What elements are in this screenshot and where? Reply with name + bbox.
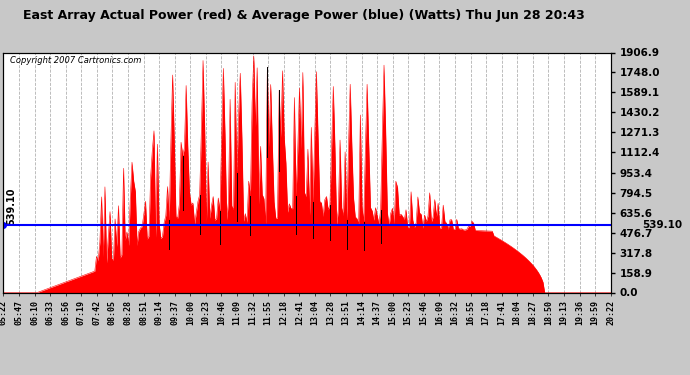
Text: East Array Actual Power (red) & Average Power (blue) (Watts) Thu Jun 28 20:43: East Array Actual Power (red) & Average … [23, 9, 584, 22]
Text: Copyright 2007 Cartronics.com: Copyright 2007 Cartronics.com [10, 56, 141, 65]
Text: 539.10: 539.10 [6, 187, 17, 225]
Text: 539.10: 539.10 [642, 220, 682, 230]
